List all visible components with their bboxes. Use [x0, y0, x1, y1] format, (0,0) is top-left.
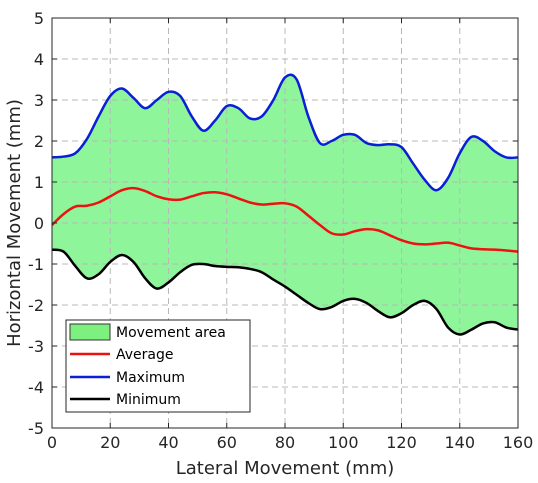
x-tick-label: 120	[386, 433, 417, 452]
x-tick-label: 0	[47, 433, 57, 452]
y-tick-label: -4	[28, 378, 44, 397]
legend-label-minimum: Minimum	[116, 392, 181, 408]
x-axis-label: Lateral Movement (mm)	[176, 458, 395, 479]
x-tick-label: 20	[100, 433, 120, 452]
series-line-minimum	[51, 248, 519, 336]
series-line-maximum	[51, 73, 519, 192]
legend-label-average: Average	[116, 347, 174, 363]
y-tick-label: 3	[34, 91, 44, 110]
tick-layer: 0 20 40 60 80 100 120 140 160 -5 -4 -3 -2 -1 0 1 2 3 4 5	[28, 9, 533, 452]
x-tick-label: 40	[158, 433, 178, 452]
x-tick-label: 160	[503, 433, 534, 452]
y-tick-label: 4	[34, 50, 44, 69]
y-axis-label: Horizontal Movement (mm)	[4, 99, 25, 347]
y-tick-label: 5	[34, 9, 44, 28]
x-tick-label: 100	[328, 433, 359, 452]
x-tick-label: 60	[217, 433, 237, 452]
x-tick-label: 140	[444, 433, 475, 452]
legend-label-movement-area: Movement area	[116, 325, 226, 341]
y-tick-label: -5	[28, 419, 44, 438]
legend: Movement area Average Maximum Minimum	[65, 319, 251, 413]
legend-label-maximum: Maximum	[116, 370, 185, 386]
series-line-average	[51, 186, 519, 253]
series-layer	[51, 73, 519, 336]
y-tick-label: 2	[34, 132, 44, 151]
y-tick-label: 1	[34, 173, 44, 192]
y-tick-label: 0	[34, 214, 44, 233]
y-tick-label: -1	[28, 255, 44, 274]
y-tick-label: -3	[28, 337, 44, 356]
legend-swatch-movement-area	[69, 323, 111, 341]
x-tick-label: 80	[275, 433, 295, 452]
y-tick-label: -2	[28, 296, 44, 315]
